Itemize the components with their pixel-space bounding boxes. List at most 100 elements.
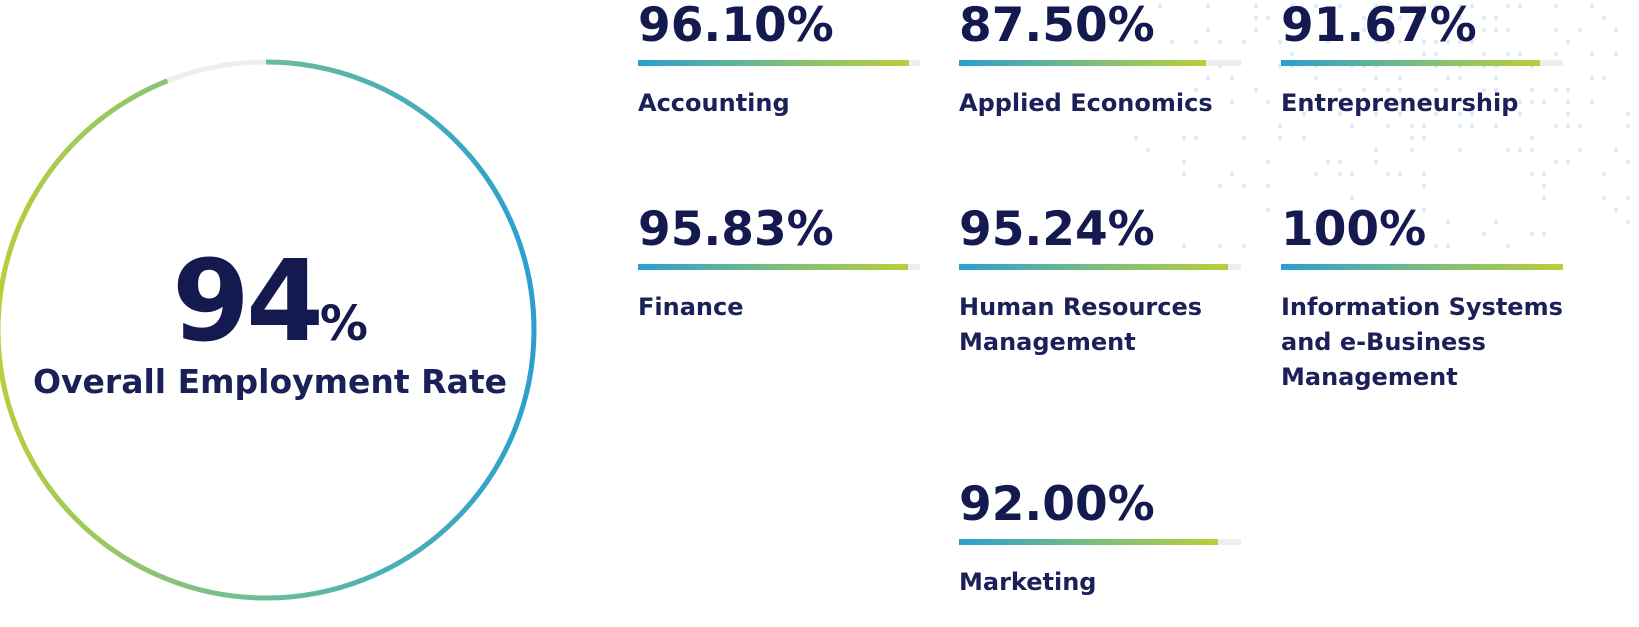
background-dot (1205, 27, 1211, 33)
background-dot (1421, 51, 1427, 57)
background-dot (1517, 3, 1523, 9)
background-dot (1445, 219, 1451, 225)
background-dot (1457, 123, 1463, 129)
overall-rate-value: 94% (0, 246, 540, 358)
background-dot (1517, 111, 1523, 117)
background-dot (1421, 123, 1427, 129)
stat-label: Marketing (959, 568, 1097, 596)
background-dot (1409, 135, 1415, 141)
background-dot (1601, 75, 1607, 81)
background-dot (1505, 243, 1511, 249)
background-dot (1385, 27, 1391, 33)
background-dot (1553, 3, 1559, 9)
stat-label: Entrepreneurship (1281, 89, 1519, 117)
stat-label: Finance (638, 293, 744, 321)
stat-value: 95.83% (638, 202, 834, 257)
background-dot (1469, 123, 1475, 129)
background-dot (1385, 171, 1391, 177)
background-dot (1205, 75, 1211, 81)
background-dot (1433, 51, 1439, 57)
background-dot (1529, 231, 1535, 237)
stat-bar-track (1281, 264, 1563, 270)
stat-accounting: 96.10% Accounting (638, 2, 920, 121)
stat-value: 96.10% (638, 0, 834, 53)
background-dot (1625, 195, 1631, 201)
background-dot (1517, 147, 1523, 153)
background-dot (1613, 51, 1619, 57)
background-dot (1373, 27, 1379, 33)
background-dot (1301, 135, 1307, 141)
background-dot (1253, 15, 1259, 21)
background-dot (1373, 3, 1379, 9)
background-dot (1217, 183, 1223, 189)
background-dot (1373, 111, 1379, 117)
background-dot (1253, 27, 1259, 33)
background-dot (1301, 111, 1307, 117)
background-dot (1421, 99, 1427, 105)
background-dot (1601, 195, 1607, 201)
stat-entrepreneurship: 91.67% Entrepreneurship (1281, 2, 1563, 121)
background-dot (1589, 99, 1595, 105)
background-dot (1289, 51, 1295, 57)
background-dot (1265, 207, 1271, 213)
background-dot (1265, 99, 1271, 105)
background-dot (1445, 15, 1451, 21)
stat-label: Information Systems and e-Business Manag… (1281, 293, 1563, 391)
background-dot (1421, 183, 1427, 189)
background-dot (1433, 87, 1439, 93)
stat-bar-track (638, 60, 920, 66)
background-dot (1529, 147, 1535, 153)
background-dot (1613, 147, 1619, 153)
background-dot (1385, 3, 1391, 9)
background-dot (1325, 39, 1331, 45)
background-dot (1433, 99, 1439, 105)
background-dot (1589, 3, 1595, 9)
background-dot (1553, 87, 1559, 93)
background-dot (1457, 15, 1463, 21)
stat-bar-fill (959, 60, 1206, 66)
stat-bar-fill (959, 264, 1228, 270)
background-dot (1493, 75, 1499, 81)
stat-finance: 95.83% Finance (638, 206, 920, 325)
background-dot (1181, 159, 1187, 165)
background-dot (1481, 27, 1487, 33)
background-dot (1577, 27, 1583, 33)
background-dot (1169, 39, 1175, 45)
background-dot (1193, 39, 1199, 45)
background-dot (1265, 15, 1271, 21)
background-dot (1457, 3, 1463, 9)
background-dot (1553, 159, 1559, 165)
stat-bar-fill (1281, 264, 1563, 270)
background-dot (1181, 243, 1187, 249)
background-dot (1541, 195, 1547, 201)
background-dot (1505, 3, 1511, 9)
background-dot (1445, 75, 1451, 81)
background-dot (1493, 15, 1499, 21)
background-dot (1613, 207, 1619, 213)
background-dot (1349, 171, 1355, 177)
background-dot (1229, 99, 1235, 105)
background-dot (1433, 3, 1439, 9)
background-dot (1313, 171, 1319, 177)
background-dot (1265, 159, 1271, 165)
background-dot (1337, 3, 1343, 9)
background-dot (1493, 87, 1499, 93)
background-dot (1601, 15, 1607, 21)
background-dot (1553, 123, 1559, 129)
stat-human-resources-management: 95.24% Human Resources Management (959, 206, 1241, 360)
background-dot (1529, 171, 1535, 177)
overall-rate-ring (0, 59, 537, 601)
background-dot (1625, 111, 1631, 117)
stat-value: 91.67% (1281, 0, 1477, 53)
background-dot (1493, 27, 1499, 33)
background-dot (1445, 27, 1451, 33)
background-dot (1241, 243, 1247, 249)
background-dot (1313, 75, 1319, 81)
background-dot (1517, 51, 1523, 57)
background-dot (1601, 171, 1607, 177)
background-dot (1397, 99, 1403, 105)
background-dot (1469, 3, 1475, 9)
stat-bar-track (959, 264, 1241, 270)
background-dot (1181, 135, 1187, 141)
background-dot (1433, 39, 1439, 45)
